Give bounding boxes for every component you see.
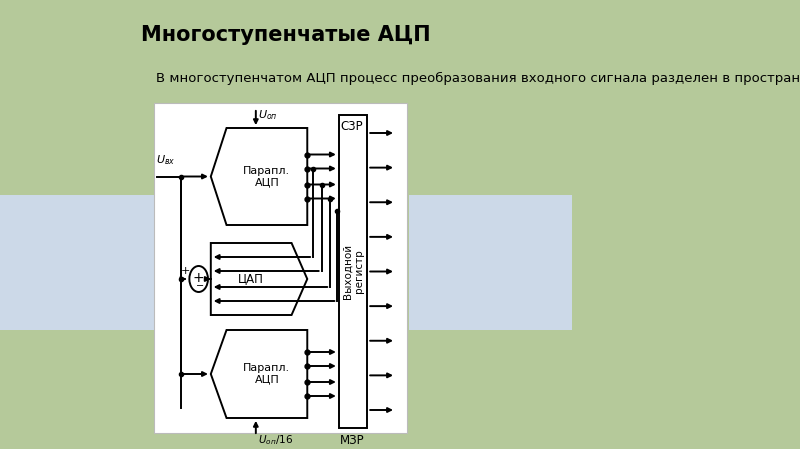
Bar: [154, 103, 407, 433]
Polygon shape: [211, 128, 307, 225]
Text: Многоступенчатые АЦП: Многоступенчатые АЦП: [141, 25, 430, 45]
Text: +: +: [193, 271, 205, 285]
Bar: [338, 115, 367, 428]
Polygon shape: [211, 243, 307, 315]
Text: $U_{оп}/16$: $U_{оп}/16$: [258, 433, 293, 447]
Bar: [410, 195, 572, 330]
Text: МЗР: МЗР: [340, 433, 365, 446]
Text: Парапл.
АЦП: Парапл. АЦП: [243, 166, 290, 187]
Circle shape: [190, 266, 208, 292]
Text: В многоступенчатом АЦП процесс преобразования входного сигнала разделен в простр: В многоступенчатом АЦП процесс преобразо…: [156, 71, 800, 84]
Text: $U_{вх}$: $U_{вх}$: [156, 154, 175, 167]
Text: ЦАП: ЦАП: [238, 273, 264, 286]
Text: С3Р: С3Р: [340, 120, 362, 133]
Text: −: −: [196, 281, 204, 291]
Polygon shape: [211, 330, 307, 418]
Text: +: +: [181, 266, 190, 276]
Text: Выходной
регистр: Выходной регистр: [342, 244, 364, 299]
Text: Парапл.
АЦП: Парапл. АЦП: [243, 363, 290, 385]
Bar: [0, 195, 156, 330]
Text: $U_{оп}$: $U_{оп}$: [258, 108, 278, 122]
